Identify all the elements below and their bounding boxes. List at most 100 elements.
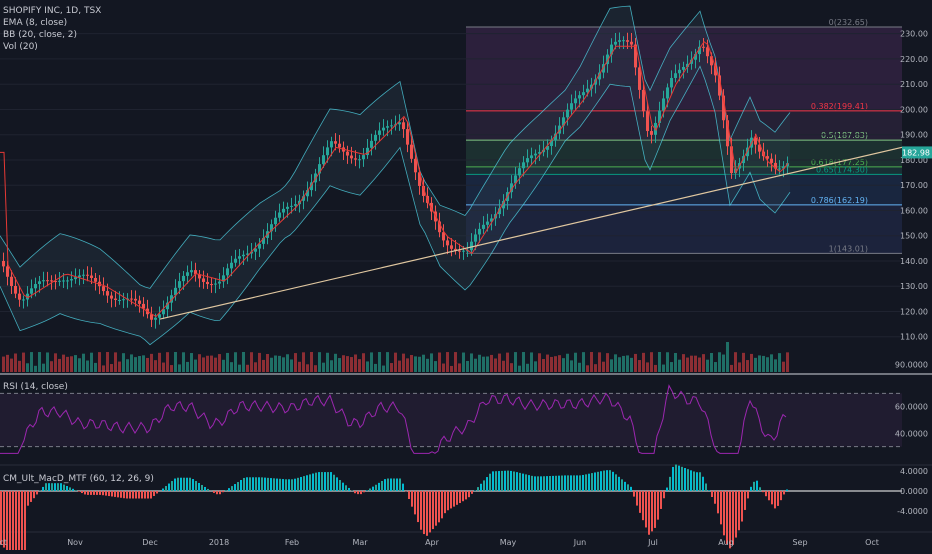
macd-bar (303, 476, 305, 491)
volume-bar (678, 360, 681, 372)
macd-bar (768, 491, 770, 500)
macd-bar (567, 475, 569, 491)
volume-bar (598, 352, 601, 372)
macd-bar (375, 485, 377, 491)
macd-bar (753, 482, 755, 491)
macd-bar (108, 491, 110, 496)
volume-bar (710, 353, 713, 372)
volume-bar (114, 352, 117, 372)
macd-bar (516, 472, 518, 491)
volume-bar (234, 352, 237, 372)
candle-body (210, 284, 213, 285)
macd-tick: -4.0000 (897, 507, 928, 516)
x-tick: Sep (792, 538, 807, 547)
macd-bar (642, 491, 644, 520)
x-tick: May (500, 538, 517, 547)
volume-bar (90, 353, 93, 372)
macd-bar (135, 491, 137, 499)
macd-bar (267, 478, 269, 491)
macd-bar (276, 479, 278, 491)
macd-bar (588, 474, 590, 491)
macd-bar (213, 491, 215, 493)
candle-body (278, 212, 281, 217)
candle-body (70, 279, 73, 280)
volume-bar (646, 362, 649, 372)
volume-bar (86, 360, 89, 372)
volume-bar (618, 357, 621, 372)
volume-bar (434, 361, 437, 372)
macd-bar (786, 490, 788, 492)
macd-bar (132, 491, 134, 499)
candle-body (614, 42, 617, 45)
volume-bar (182, 352, 185, 372)
volume-bar (702, 354, 705, 372)
volume-bar (454, 352, 457, 372)
macd-bar (324, 472, 326, 491)
macd-bar (75, 490, 77, 491)
macd-bar (150, 491, 152, 499)
volume-bar (402, 354, 405, 372)
macd-bar (90, 491, 92, 495)
candle-body (622, 40, 625, 41)
candle-body (282, 209, 285, 213)
candle-body (6, 266, 9, 276)
volume-bar (650, 352, 653, 372)
volume-bar (518, 366, 521, 372)
macd-bar (42, 487, 44, 491)
volume-bar (266, 354, 269, 372)
macd-title: CM_Ult_MacD_MTF (60, 12, 26, 9) (3, 473, 154, 485)
macd-bar (489, 474, 491, 491)
macd-bar (315, 473, 317, 491)
candle-body (574, 98, 577, 103)
volume-bar (166, 352, 169, 372)
price-tick: 110.00 (900, 333, 928, 342)
macd-bar (636, 491, 638, 506)
candle-body (570, 103, 573, 109)
volume-bar (286, 354, 289, 372)
price-tick: 190.00 (900, 131, 928, 140)
volume-bar (14, 354, 17, 372)
volume-bar (10, 359, 13, 372)
volume-bar (82, 354, 85, 372)
volume-bar (594, 364, 597, 372)
macd-bar (435, 491, 437, 526)
macd-bar (381, 481, 383, 491)
macd-bar (378, 483, 380, 491)
macd-bar (93, 491, 95, 495)
macd-bar (759, 487, 761, 491)
candle-body (402, 122, 405, 129)
macd-bar (0, 491, 2, 545)
macd-bar (384, 479, 386, 491)
volume-bar (42, 364, 45, 372)
macd-bar (291, 479, 293, 491)
volume-bar (406, 358, 409, 372)
candle-body (274, 218, 277, 224)
macd-bar (732, 491, 734, 545)
volume-bar (178, 364, 181, 372)
macd-bar (330, 472, 332, 491)
volume-bar (318, 352, 321, 372)
candle-body (206, 282, 209, 284)
macd-bar (624, 482, 626, 491)
volume-bar (242, 352, 245, 372)
volume-bar (686, 358, 689, 372)
volume-bar (466, 361, 469, 372)
candle-body (214, 284, 217, 285)
fib-label: 0(232.65) (829, 18, 868, 27)
volume-bar (662, 365, 665, 372)
volume-bar (30, 352, 33, 372)
candle-body (30, 288, 33, 293)
candle-body (50, 280, 53, 281)
macd-bar (672, 467, 674, 491)
volume-bar (486, 356, 489, 372)
candle-body (530, 155, 533, 158)
macd-bar (81, 491, 83, 493)
macd-bar (126, 491, 128, 499)
volume-bar (502, 361, 505, 372)
candle-body (62, 280, 65, 281)
macd-bar (501, 471, 503, 491)
volume-bar (586, 365, 589, 372)
candle-body (378, 130, 381, 134)
candle-body (382, 128, 385, 131)
